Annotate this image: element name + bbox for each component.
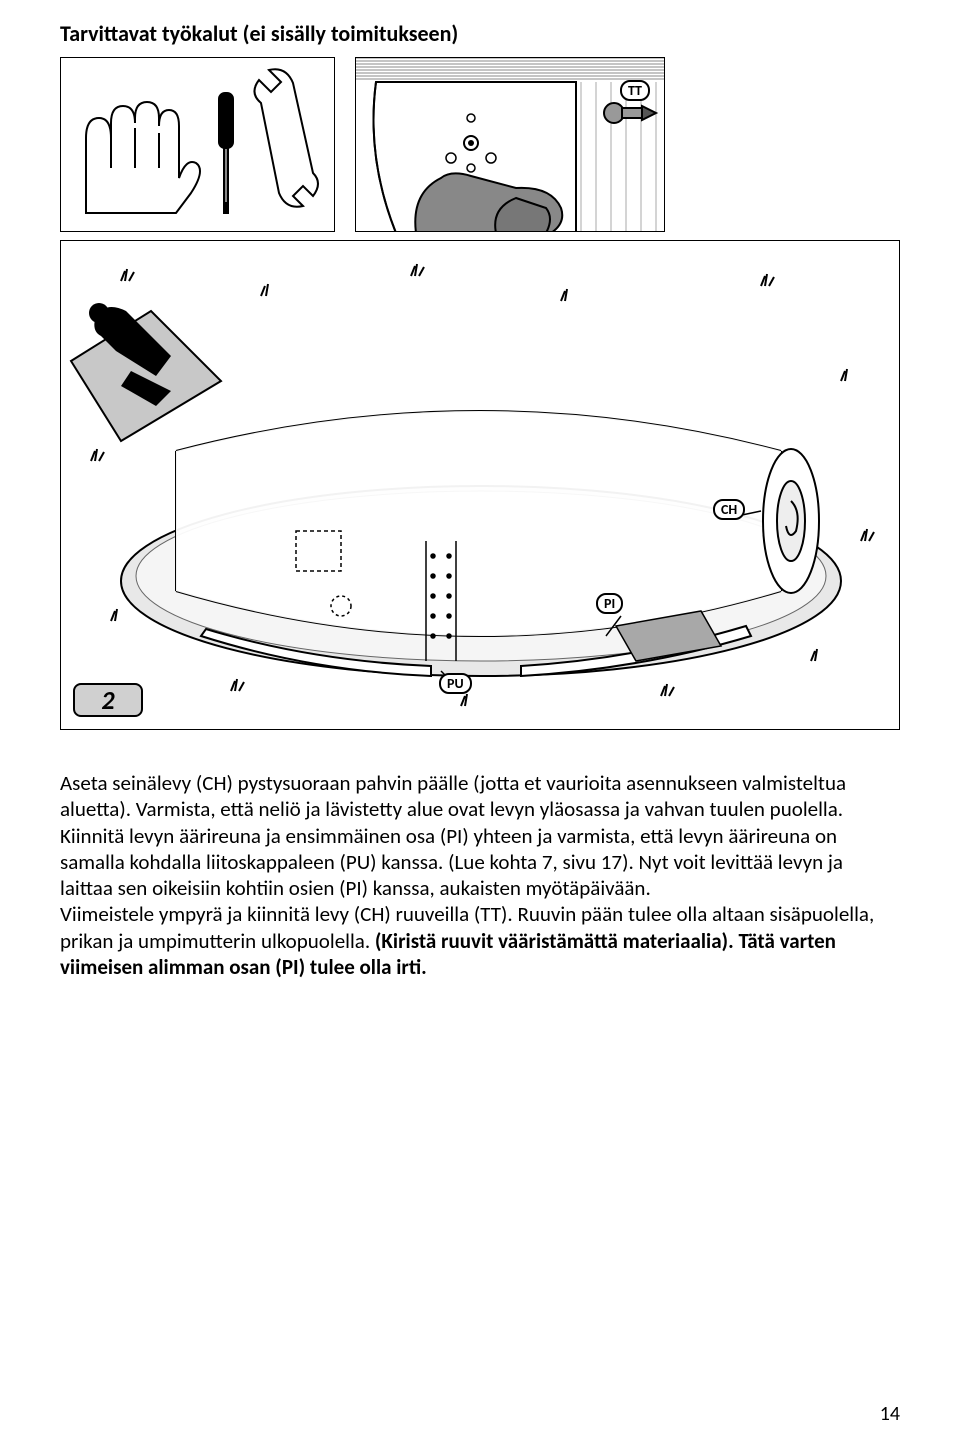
section-heading: Tarvittavat työkalut (ei sisälly toimitu… — [60, 20, 900, 47]
step-number-badge: 2 — [73, 683, 143, 717]
label-pi: PI — [596, 593, 623, 614]
detail-svg — [356, 58, 665, 232]
label-ch: CH — [713, 499, 745, 520]
instruction-paragraph: Aseta seinälevy (CH) pystysuoraan pahvin… — [60, 770, 900, 980]
tools-svg — [61, 58, 336, 233]
paragraph-part-1: Aseta seinälevy (CH) pystysuoraan pahvin… — [60, 770, 846, 901]
main-assembly-diagram: CH PI PU 2 — [60, 240, 900, 730]
label-pu: PU — [439, 673, 472, 694]
tools-illustration — [60, 57, 335, 232]
page-number: 14 — [880, 1402, 900, 1426]
top-image-row: TT — [60, 57, 900, 232]
main-svg — [61, 241, 901, 731]
screw-detail-illustration: TT — [355, 57, 665, 232]
label-tt: TT — [620, 80, 650, 101]
